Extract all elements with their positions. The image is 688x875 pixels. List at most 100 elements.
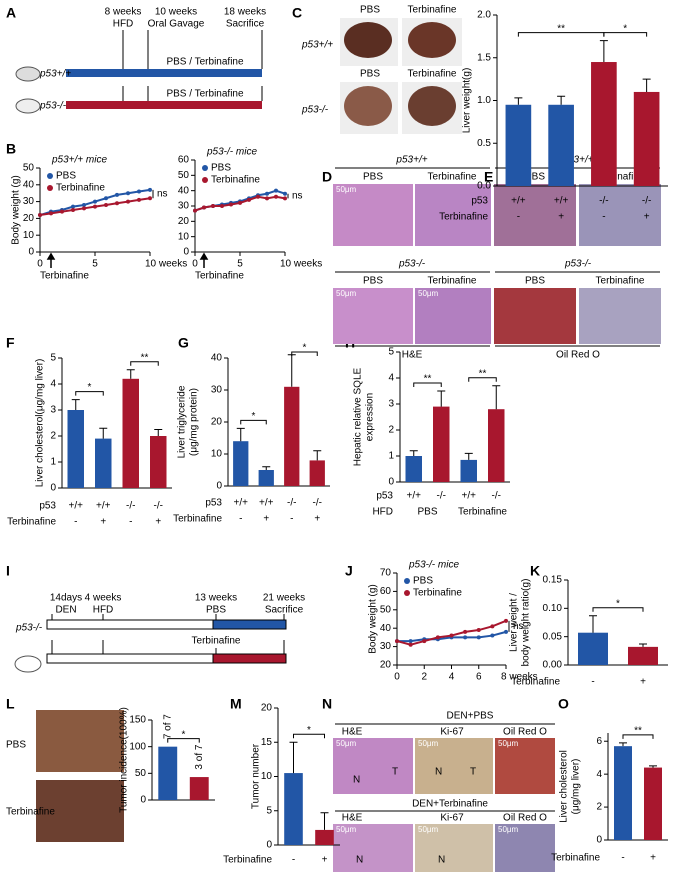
oil-red-image xyxy=(495,824,555,872)
bar xyxy=(233,441,249,486)
mouse-icon xyxy=(15,66,41,82)
y-tick-label: 6 xyxy=(596,736,602,747)
row-name: Terbinafine xyxy=(439,212,488,223)
row-name: HFD xyxy=(372,507,393,518)
error-bar xyxy=(492,385,501,410)
row-name: p53 xyxy=(205,498,222,509)
group-label: p53+/+ xyxy=(39,69,71,80)
row-label: -/- xyxy=(599,196,608,207)
significance-bracket xyxy=(167,738,200,743)
row-name: Terbinafine xyxy=(223,855,272,866)
panel-letter: A xyxy=(6,5,16,21)
row-label: +/+ xyxy=(554,196,569,207)
point xyxy=(504,618,508,623)
timeline-label: 8 weeks xyxy=(105,7,142,18)
treatment-label: Terbinafine xyxy=(192,636,241,647)
column-label: Terbinafine xyxy=(596,172,645,183)
y-tick-label: 5 xyxy=(50,353,56,364)
point xyxy=(274,194,278,199)
row-label: + xyxy=(322,855,328,866)
timeline-bar xyxy=(66,69,262,77)
x-axis-label: Terbinafine xyxy=(195,271,244,282)
timeline-label: 13 weeks xyxy=(195,593,237,604)
point xyxy=(476,635,481,640)
legend-label: Terbinafine xyxy=(413,588,462,599)
point xyxy=(148,187,152,192)
bar xyxy=(633,91,660,186)
y-tick-label: 20 xyxy=(380,660,392,671)
row-label: -/- xyxy=(154,501,163,512)
error-bar xyxy=(71,399,80,410)
error-bar xyxy=(99,427,108,439)
legend-label: PBS xyxy=(413,576,433,587)
row-label: +/+ xyxy=(69,501,84,512)
significance-label: ** xyxy=(424,374,432,385)
point xyxy=(137,197,141,202)
bar xyxy=(67,410,84,488)
timeline-bar xyxy=(66,101,262,109)
significance-bracket xyxy=(291,351,318,356)
caption: H&E xyxy=(402,350,423,361)
y-tick-label: 10 xyxy=(23,230,35,241)
oil-red-image xyxy=(494,288,576,344)
y-tick-label: 30 xyxy=(23,196,35,207)
error-bar xyxy=(154,429,163,436)
point xyxy=(93,199,97,204)
row-label: - xyxy=(621,853,624,864)
region-label: N xyxy=(438,855,445,866)
row-label: + xyxy=(100,517,106,528)
y-tick-label: 40 xyxy=(380,623,392,634)
panel-letter: K xyxy=(530,563,540,579)
error-bar xyxy=(639,643,647,647)
error-bar xyxy=(642,78,651,92)
significance-label: ** xyxy=(141,352,149,363)
timeline-label: 21 weeks xyxy=(263,593,305,604)
significance-bracket xyxy=(130,361,159,366)
y-tick-label: 50 xyxy=(380,604,392,615)
panel-letter: G xyxy=(178,335,189,351)
bar xyxy=(405,456,422,482)
y-axis-label: Liver weight(g) xyxy=(462,68,473,134)
row-label: p53-/- xyxy=(301,105,329,116)
y-tick-label: 3 xyxy=(388,399,394,410)
bar xyxy=(315,829,334,845)
scale-bar: 50μm xyxy=(418,739,439,748)
row-label: -/- xyxy=(642,196,651,207)
legend-marker xyxy=(202,165,208,171)
row-label: p53-/- xyxy=(564,259,592,270)
column-label: PBS xyxy=(363,276,383,287)
point xyxy=(38,213,42,218)
timeline-label: Sacrifice xyxy=(226,19,265,30)
y-axis-label: Tumor incidence(100%) xyxy=(119,707,130,813)
significance-label: * xyxy=(307,725,311,736)
scale-bar: 50μm xyxy=(336,185,357,194)
panel-letter: B xyxy=(6,141,16,157)
he-image xyxy=(333,184,413,246)
panel-letter: L xyxy=(6,696,15,712)
y-tick-label: 40 xyxy=(178,185,190,196)
y-tick-label: 30 xyxy=(380,641,392,652)
y-axis-label: expression xyxy=(365,393,376,441)
value-label: 7 of 7 xyxy=(162,714,173,739)
scale-bar: 50μm xyxy=(336,289,357,298)
point xyxy=(490,633,495,638)
panel-letter: M xyxy=(230,696,242,712)
point xyxy=(220,204,224,208)
significance-bracket xyxy=(240,419,267,425)
bar xyxy=(628,646,658,665)
he-image xyxy=(415,288,491,344)
y-tick-label: 0 xyxy=(388,477,394,488)
error-bar xyxy=(236,427,245,442)
point xyxy=(126,199,130,204)
point xyxy=(463,629,468,634)
point xyxy=(238,200,242,205)
significance-label: ** xyxy=(634,726,642,737)
column-label: Terbinafine xyxy=(428,172,477,183)
row-label: - xyxy=(290,514,293,525)
row-name: Terbinafine xyxy=(173,514,222,525)
annotation: ns xyxy=(513,621,524,632)
y-tick-label: 3 xyxy=(50,405,56,416)
timeline-label: DEN xyxy=(55,605,76,616)
y-tick-label: 20 xyxy=(178,216,190,227)
point xyxy=(82,206,86,211)
